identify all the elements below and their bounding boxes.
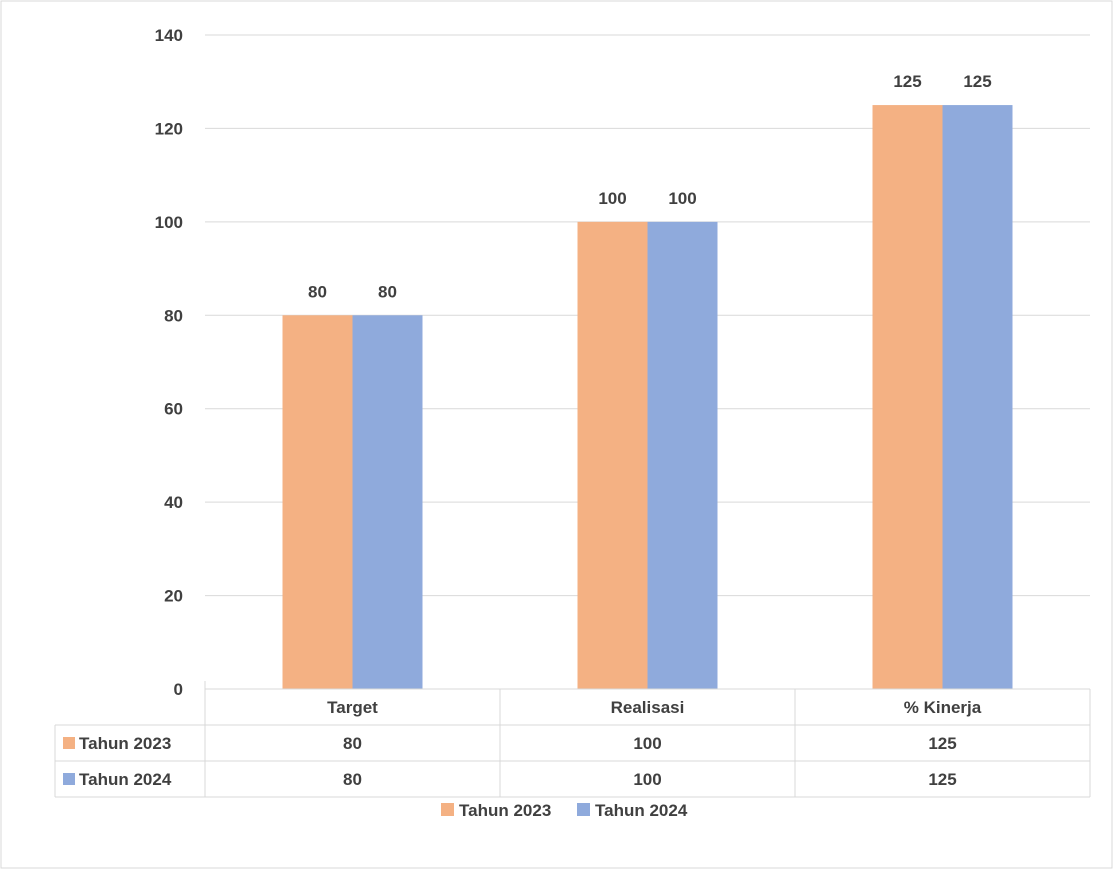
y-tick-label: 60 xyxy=(164,400,183,419)
bar-value-label: 80 xyxy=(378,282,397,301)
data-labels: 80 80 100 100 125 125 xyxy=(308,72,992,301)
y-tick-label: 20 xyxy=(164,587,183,606)
table-cell-value: 125 xyxy=(928,770,956,789)
category-label: Target xyxy=(327,698,378,717)
table-cell-value: 80 xyxy=(343,770,362,789)
bar xyxy=(647,221,718,689)
y-tick-label: 100 xyxy=(155,213,183,232)
bars xyxy=(282,105,1013,690)
table-legend-key xyxy=(63,773,75,785)
table-legend-key xyxy=(63,737,75,749)
legend-item: Tahun 2023 xyxy=(441,801,551,820)
legend-item: Tahun 2024 xyxy=(577,801,688,820)
bar xyxy=(282,315,353,689)
bar-value-label: 125 xyxy=(963,72,991,91)
category-label: % Kinerja xyxy=(904,698,982,717)
y-tick-label: 0 xyxy=(174,680,183,699)
table-cell-value: 100 xyxy=(633,734,661,753)
y-tick-label: 40 xyxy=(164,493,183,512)
bar-value-label: 100 xyxy=(668,189,696,208)
bar xyxy=(577,221,648,689)
legend-label: Tahun 2023 xyxy=(459,801,551,820)
table-cell-value: 125 xyxy=(928,734,956,753)
category-label: Realisasi xyxy=(611,698,685,717)
y-tick-label: 120 xyxy=(155,119,183,138)
bar xyxy=(352,315,423,689)
legend-swatch xyxy=(577,803,590,816)
table-series-name: Tahun 2024 xyxy=(79,770,172,789)
legend-swatch xyxy=(441,803,454,816)
bar-value-label: 125 xyxy=(893,72,921,91)
bar-value-label: 100 xyxy=(598,189,626,208)
bar xyxy=(872,105,943,690)
legend: Tahun 2023 Tahun 2024 xyxy=(441,801,688,820)
legend-label: Tahun 2024 xyxy=(595,801,688,820)
bar xyxy=(942,105,1013,690)
data-table: Target Realisasi % Kinerja Tahun 2023 80 100 1… xyxy=(54,681,1091,798)
table-series-name: Tahun 2023 xyxy=(79,734,171,753)
table-cell-value: 80 xyxy=(343,734,362,753)
y-tick-label: 80 xyxy=(164,306,183,325)
table-cell-value: 100 xyxy=(633,770,661,789)
y-tick-label: 140 xyxy=(155,26,183,45)
bar-value-label: 80 xyxy=(308,282,327,301)
y-axis-ticks: 0 20 40 60 80 100 120 140 xyxy=(155,26,183,699)
